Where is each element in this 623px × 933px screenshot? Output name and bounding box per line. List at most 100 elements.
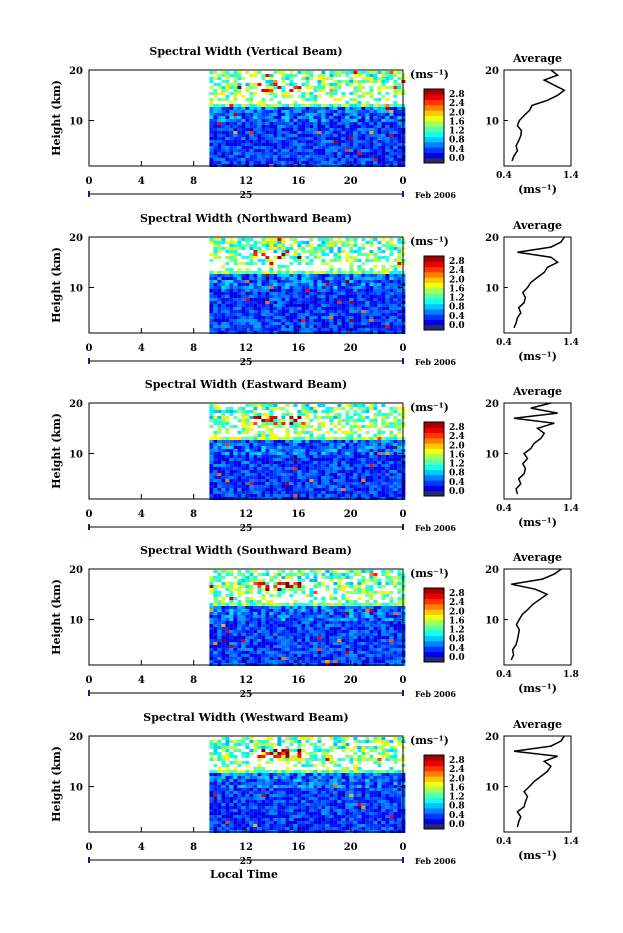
heatmap-cell xyxy=(229,280,233,283)
heatmap-cell xyxy=(381,271,385,274)
heatmap-cell xyxy=(253,328,257,331)
heatmap-cell xyxy=(297,316,301,319)
heatmap-cell xyxy=(337,422,341,425)
heatmap-cell xyxy=(249,624,253,627)
heatmap-cell xyxy=(305,316,309,319)
heatmap-cell xyxy=(301,241,305,244)
heatmap-cell xyxy=(305,149,309,152)
heatmap-cell xyxy=(289,470,293,473)
heatmap-cell xyxy=(337,119,341,122)
heatmap-cell xyxy=(377,431,381,434)
heatmap-cell xyxy=(317,155,321,158)
heatmap-cell xyxy=(317,458,321,461)
heatmap-cell xyxy=(217,113,221,116)
heatmap-cell xyxy=(349,283,353,286)
heatmap-cell xyxy=(393,128,397,131)
heatmap-cell xyxy=(397,158,401,161)
heatmap-cell xyxy=(305,449,309,452)
heatmap-cell xyxy=(301,407,305,410)
heatmap-cell xyxy=(217,603,221,606)
heatmap-cell xyxy=(269,313,273,316)
heatmap-cell xyxy=(209,440,213,443)
heatmap-cell xyxy=(361,292,365,295)
heatmap-cell xyxy=(337,143,341,146)
heatmap-cell xyxy=(213,89,217,92)
heatmap-cell xyxy=(245,131,249,134)
heatmap-cell xyxy=(317,280,321,283)
heatmap-cell xyxy=(377,110,381,113)
heatmap-cell xyxy=(333,425,337,428)
heatmap-cell xyxy=(353,573,357,576)
heatmap-cell xyxy=(225,470,229,473)
heatmap-cell xyxy=(389,110,393,113)
heatmap-cell xyxy=(349,116,353,119)
heatmap-cell xyxy=(257,241,261,244)
heatmap-cell xyxy=(253,461,257,464)
heatmap-cell xyxy=(273,104,277,107)
heatmap-cell xyxy=(213,107,217,110)
heatmap-cell xyxy=(225,627,229,630)
heatmap-cell xyxy=(397,600,401,603)
heatmap-cell xyxy=(269,307,273,310)
heatmap-cell xyxy=(289,161,293,164)
heatmap-cell xyxy=(345,125,349,128)
heatmap-cell xyxy=(217,149,221,152)
x-tick-label: 4 xyxy=(138,509,145,520)
heatmap-cell xyxy=(325,630,329,633)
heatmap-cell xyxy=(301,313,305,316)
heatmap-cell xyxy=(333,467,337,470)
heatmap-cell xyxy=(357,134,361,137)
heatmap-cell xyxy=(325,413,329,416)
heatmap-cell xyxy=(385,313,389,316)
heatmap-cell xyxy=(353,588,357,591)
heatmap-cell xyxy=(389,615,393,618)
colorbar-swatch xyxy=(424,261,444,267)
heatmap-cell xyxy=(237,494,241,497)
heatmap-cell xyxy=(293,304,297,307)
heatmap-cell xyxy=(357,292,361,295)
heatmap-cell xyxy=(345,289,349,292)
heatmap-cell xyxy=(369,92,373,95)
heatmap-cell xyxy=(317,125,321,128)
heatmap-cell xyxy=(225,128,229,131)
heatmap-cell xyxy=(353,238,357,241)
heatmap-cell xyxy=(345,464,349,467)
heatmap-cell xyxy=(321,161,325,164)
heatmap-cell xyxy=(273,621,277,624)
heatmap-cell xyxy=(257,612,261,615)
heatmap-cell xyxy=(221,603,225,606)
heatmap-cell xyxy=(397,488,401,491)
heatmap-cell xyxy=(337,325,341,328)
heatmap-cell xyxy=(229,152,233,155)
heatmap-cell xyxy=(209,98,213,101)
heatmap-cell xyxy=(389,107,393,110)
heatmap-cell xyxy=(249,149,253,152)
heatmap-cell xyxy=(305,125,309,128)
heatmap-cell xyxy=(321,449,325,452)
heatmap-cell xyxy=(365,104,369,107)
heatmap-cell xyxy=(365,107,369,110)
heatmap-cell xyxy=(285,247,289,250)
heatmap-cell xyxy=(277,449,281,452)
heatmap-cell xyxy=(373,419,377,422)
heatmap-cell xyxy=(365,134,369,137)
heatmap-cell xyxy=(209,473,213,476)
heatmap-cell xyxy=(285,458,289,461)
heatmap-cell xyxy=(321,491,325,494)
heatmap-cell xyxy=(261,325,265,328)
heatmap-cell xyxy=(345,473,349,476)
heatmap-cell xyxy=(385,277,389,280)
heatmap-cell xyxy=(385,155,389,158)
heatmap-cell xyxy=(261,482,265,485)
heatmap-cell xyxy=(393,455,397,458)
heatmap-cell xyxy=(341,274,345,277)
heatmap-cell xyxy=(393,316,397,319)
heatmap-cell xyxy=(313,437,317,440)
heatmap-cell xyxy=(269,113,273,116)
heatmap-cell xyxy=(265,83,269,86)
heatmap-cell xyxy=(273,603,277,606)
heatmap-cell xyxy=(297,241,301,244)
heatmap-cell xyxy=(333,256,337,259)
heatmap-cell xyxy=(257,443,261,446)
heatmap-cell xyxy=(333,134,337,137)
